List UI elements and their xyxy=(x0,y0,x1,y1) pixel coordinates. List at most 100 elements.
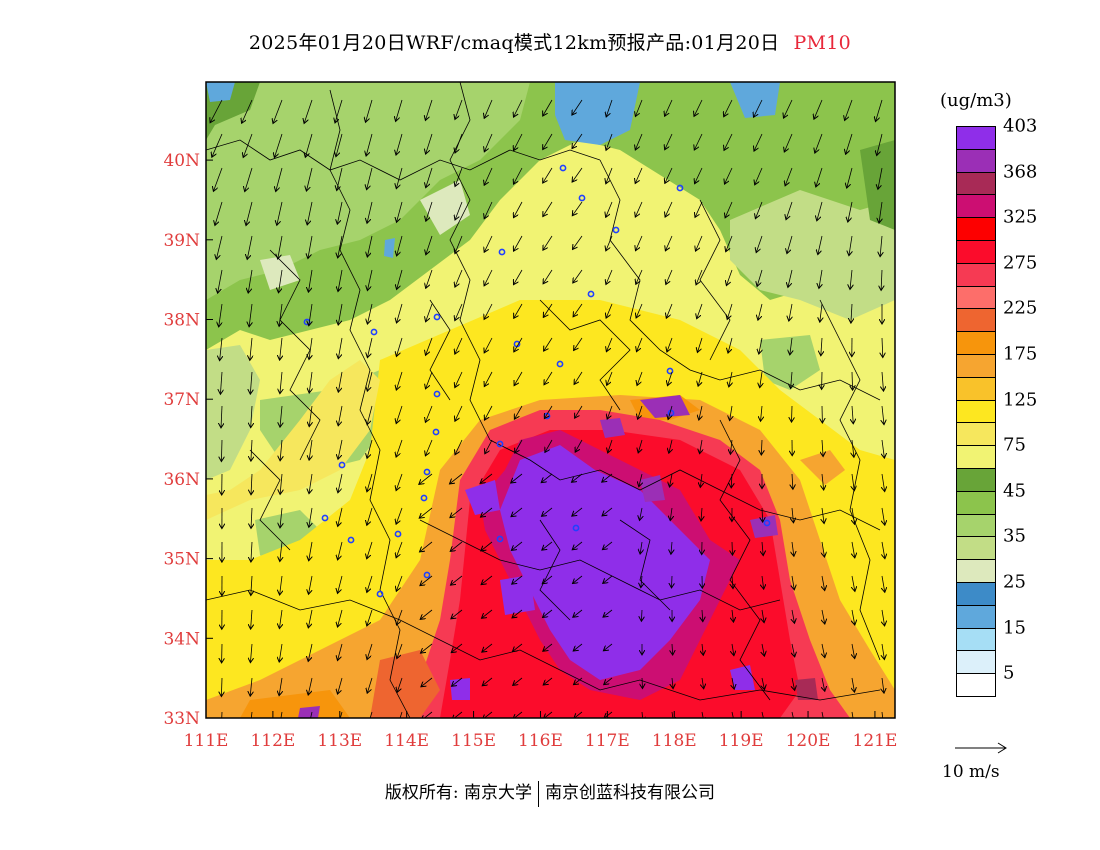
wind-arrow xyxy=(702,711,704,718)
wind-arrow xyxy=(672,677,673,689)
wind-arrow xyxy=(338,507,343,526)
wind-arrow xyxy=(759,337,762,354)
wind-arrow xyxy=(310,711,313,718)
wind-arrow xyxy=(367,643,373,660)
wind-arrow xyxy=(730,405,732,421)
wind-arrow xyxy=(309,405,312,427)
wind-arrow xyxy=(338,303,343,325)
wind-arrow xyxy=(849,235,852,256)
wind-arrow xyxy=(816,167,823,187)
wind-arrow xyxy=(338,677,343,694)
wind-arrow xyxy=(726,269,733,286)
colorbar-label: 25 xyxy=(1003,571,1026,593)
wind-arrow xyxy=(636,269,643,284)
wind-arrow xyxy=(637,371,643,386)
y-tick-label: 35N xyxy=(163,550,200,570)
wind-arrow xyxy=(792,405,793,422)
wind-arrow xyxy=(338,269,343,292)
wind-arrow xyxy=(221,711,223,718)
wind-arrow xyxy=(397,269,403,290)
wind-arrow xyxy=(543,269,553,284)
colorbar-swatch xyxy=(956,286,996,310)
wind-arrow xyxy=(671,541,672,554)
wind-arrow xyxy=(543,303,553,317)
wind-arrow xyxy=(512,643,523,652)
wind-arrow xyxy=(543,677,553,685)
wind-arrow xyxy=(280,473,282,494)
wind-arrow xyxy=(339,711,343,718)
wind-arrow xyxy=(822,575,825,591)
wind-arrow xyxy=(243,133,253,158)
wind-arrow xyxy=(848,201,853,222)
wind-arrow xyxy=(514,133,523,151)
wind-arrow xyxy=(574,371,583,384)
wind-arrow xyxy=(641,609,642,621)
wind-arrow xyxy=(542,541,553,550)
copyright-left: 版权所有: 南京大学 xyxy=(384,783,533,803)
wind-arrow xyxy=(420,575,433,586)
wind-arrow xyxy=(666,269,673,285)
wind-arrow xyxy=(852,541,855,558)
wind-arrow xyxy=(396,473,403,491)
colorbar-swatch xyxy=(956,240,996,264)
wind-arrow xyxy=(481,541,493,551)
colorbar-swatch xyxy=(956,263,996,287)
wind-arrow xyxy=(484,371,493,387)
wind-arrow xyxy=(642,677,643,689)
wind-arrow xyxy=(250,371,252,394)
colorbar-label: 368 xyxy=(1003,161,1038,183)
wind-arrow xyxy=(396,371,403,390)
colorbar-label: 225 xyxy=(1003,297,1038,319)
wind-arrow xyxy=(819,269,822,288)
colorbar-label: 403 xyxy=(1003,115,1038,137)
wind-arrow xyxy=(481,507,493,517)
wind-arrow xyxy=(725,167,733,184)
wind-arrow xyxy=(814,99,823,119)
wind-arrow xyxy=(792,643,795,657)
wind-arrow xyxy=(515,439,523,453)
wind-arrow xyxy=(426,269,433,288)
x-tick-label: 116E xyxy=(518,731,563,751)
wind-arrow xyxy=(512,575,523,584)
wind-arrow xyxy=(700,439,702,454)
wind-arrow xyxy=(700,473,702,487)
wind-arrow xyxy=(573,643,583,651)
wind-arrow xyxy=(484,201,493,219)
wind-arrow xyxy=(756,235,763,253)
wind-arrow xyxy=(216,235,223,259)
wind-arrow xyxy=(881,711,884,718)
colorbar-swatch xyxy=(956,195,996,219)
wind-arrow xyxy=(421,643,433,653)
colorbar-swatch xyxy=(956,172,996,196)
wind-arrow xyxy=(250,711,253,718)
wind-arrow xyxy=(218,269,223,293)
wind-arrow xyxy=(280,711,283,718)
wind-arrow xyxy=(603,609,613,617)
wind-arrow xyxy=(573,303,583,317)
colorbar-label: 75 xyxy=(1003,434,1026,456)
colorbar-labels: 5 15 25 35 45 75 125 175 225 275 325 368 403 xyxy=(1003,116,1093,726)
wind-arrow xyxy=(220,371,222,394)
wind-arrow xyxy=(792,507,794,523)
wind-arrow xyxy=(882,473,885,492)
wind-arrow xyxy=(338,235,343,258)
wind-arrow xyxy=(882,337,883,358)
wind-arrow xyxy=(573,269,583,283)
wind-arrow xyxy=(731,473,732,488)
wind-arrow xyxy=(635,99,643,117)
wind-arrow xyxy=(396,405,403,424)
wind-arrow xyxy=(729,371,732,387)
wind-arrow xyxy=(727,303,733,319)
wind-arrow xyxy=(851,303,852,323)
wind-arrow xyxy=(280,575,282,595)
wind-arrow xyxy=(602,507,613,516)
wind-arrow xyxy=(455,337,463,354)
wind-arrow xyxy=(367,235,373,257)
wind-arrow xyxy=(511,507,523,517)
wind-arrow xyxy=(514,99,523,117)
wind-arrow xyxy=(574,337,583,351)
wind-arrow xyxy=(666,303,673,318)
wind-arrow xyxy=(251,405,252,428)
wind-arrow xyxy=(419,507,433,518)
wind-arrow xyxy=(543,201,553,217)
